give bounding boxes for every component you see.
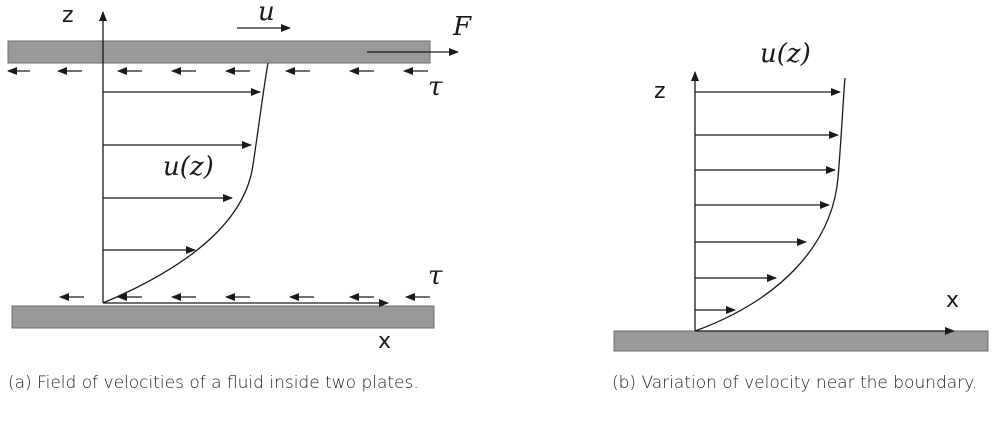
force-label: F: [452, 12, 472, 42]
boundary-plate: [613, 330, 989, 352]
z-axis-label: z: [654, 79, 666, 104]
velocity-profile-curve: [694, 77, 846, 332]
x-axis-label: x: [946, 288, 959, 313]
z-axis-label: z: [62, 3, 74, 28]
bottom-plate: [11, 305, 435, 329]
velocity-vectors: [103, 88, 261, 254]
caption-a: (a) Field of velocities of a fluid insid…: [8, 373, 419, 393]
bottom-shear-label: τ: [428, 261, 443, 291]
velocity-profile-curve: [102, 62, 269, 304]
x-axis-label: x: [378, 329, 391, 354]
velocity-vectors: [695, 88, 841, 314]
plate-velocity-label: u: [258, 0, 275, 27]
panel-a: z x u F τ: [7, 0, 472, 354]
top-shear-label: τ: [428, 72, 443, 102]
velocity-profile-label: u(z): [163, 152, 214, 182]
panel-b: z x u(z): [613, 39, 989, 352]
caption-b: (b) Variation of velocity near the bound…: [612, 373, 978, 393]
top-plate: [7, 40, 431, 64]
velocity-profile-label: u(z): [760, 39, 811, 69]
